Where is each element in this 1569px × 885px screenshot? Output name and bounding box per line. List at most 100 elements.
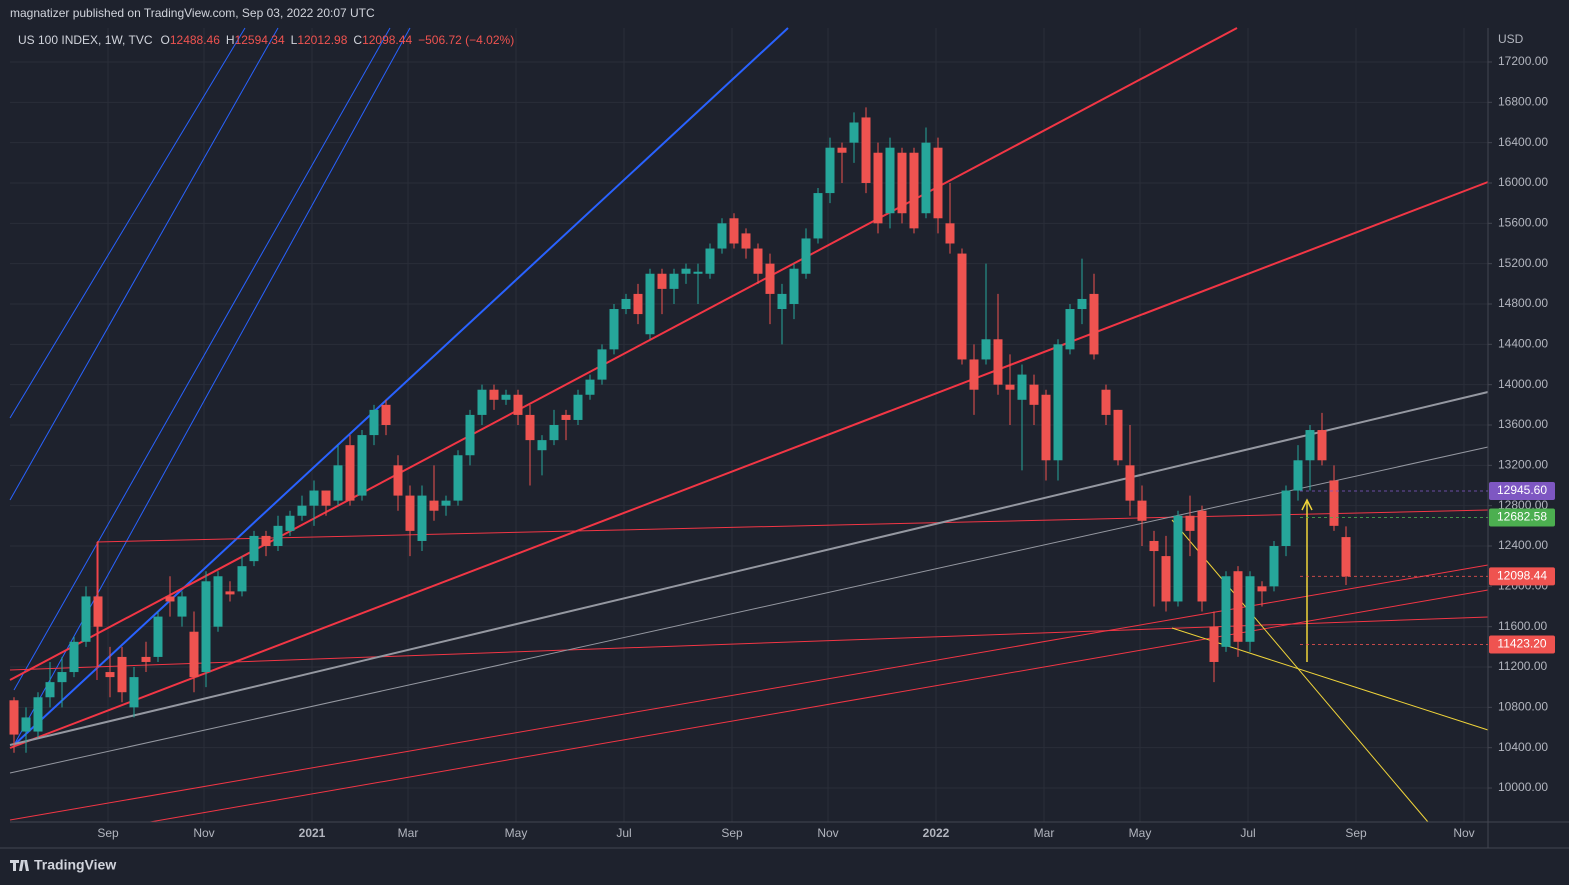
symbol-title: US 100 INDEX, 1W, TVC xyxy=(18,33,153,47)
candle-body xyxy=(669,273,679,289)
candle-body xyxy=(333,465,343,501)
candle-body xyxy=(9,700,19,735)
candle-body xyxy=(57,672,67,683)
candle-body xyxy=(1113,409,1123,461)
candle-body xyxy=(237,566,247,592)
candle-body xyxy=(165,596,175,602)
candle-body xyxy=(777,293,787,310)
candle-body xyxy=(381,404,391,425)
candle-body xyxy=(729,218,739,244)
candle-body xyxy=(705,248,715,274)
candle-body xyxy=(141,656,151,662)
candle-body xyxy=(501,394,511,400)
candle-body xyxy=(1077,298,1087,310)
candle-body xyxy=(369,409,379,436)
trend-line xyxy=(9,27,279,501)
y-tick-label: 15200.00 xyxy=(1498,256,1548,270)
candle-body xyxy=(1089,293,1099,355)
trend-line xyxy=(13,27,789,746)
y-tick-label: 12800.00 xyxy=(1498,498,1548,512)
y-tick-label: 15600.00 xyxy=(1498,215,1548,229)
candle-body xyxy=(621,298,631,310)
candle-body xyxy=(1185,515,1195,531)
candle-body xyxy=(1149,540,1159,552)
candle-body xyxy=(513,394,523,415)
candle-body xyxy=(309,490,319,506)
candle-body xyxy=(81,596,91,642)
candle-body xyxy=(177,596,187,617)
candle-body xyxy=(213,576,223,627)
candle-body xyxy=(633,293,643,315)
candle-body xyxy=(969,359,979,390)
ohlc-key: O xyxy=(161,33,170,47)
y-tick-label: 16800.00 xyxy=(1498,94,1548,108)
candle-body xyxy=(1053,344,1063,461)
price-axis xyxy=(1488,28,1569,822)
candle-body xyxy=(21,717,31,732)
candle-body xyxy=(1101,389,1111,415)
y-tick-label: 10400.00 xyxy=(1498,740,1548,754)
y-tick-label: 17200.00 xyxy=(1498,54,1548,68)
price-marker xyxy=(1489,567,1555,586)
price-marker-label: 12682.58 xyxy=(1497,510,1547,524)
candle-body xyxy=(897,152,907,214)
candle-body xyxy=(861,117,871,183)
change: −506.72 (−4.02%) xyxy=(418,33,514,47)
candle-body xyxy=(1017,374,1027,400)
trend-line xyxy=(149,589,1489,823)
symbol-legend: US 100 INDEX, 1W, TVC O12488.46 H12594.34 L… xyxy=(18,33,514,47)
candle-body xyxy=(429,500,439,511)
candle-body xyxy=(909,152,919,229)
candle-body xyxy=(1041,394,1051,461)
candle-body xyxy=(201,581,211,673)
x-tick-label: Mar xyxy=(398,826,419,840)
candle-body xyxy=(489,389,499,400)
candle-body xyxy=(465,414,475,456)
y-tick-label: 10000.00 xyxy=(1498,780,1548,794)
x-tick-label: May xyxy=(505,826,528,840)
candle-body xyxy=(405,495,415,531)
candle-body xyxy=(345,445,355,501)
candle-body xyxy=(885,147,895,214)
axes: 10000.00 10400.00 10800.00 11200.00 11600.00… xyxy=(97,54,1555,840)
arrow-head xyxy=(1301,498,1313,511)
candle-body xyxy=(1137,500,1147,521)
candle-body xyxy=(45,682,55,698)
candle-body xyxy=(1245,576,1255,642)
logo-icon xyxy=(10,860,29,871)
price-marker-label: 12945.60 xyxy=(1497,483,1547,497)
candle-body xyxy=(933,147,943,219)
ohlc-key: C xyxy=(353,33,362,47)
candle-body xyxy=(921,142,931,214)
candle-body xyxy=(525,414,535,441)
candle-body xyxy=(693,271,703,274)
trend-line xyxy=(13,27,391,691)
x-tick-label: Sep xyxy=(721,826,743,840)
candle-body xyxy=(1161,556,1171,602)
candle-body xyxy=(1329,480,1339,526)
candle-body xyxy=(225,591,235,595)
candle-body xyxy=(645,273,655,335)
candle-body xyxy=(417,495,427,541)
ohlc-value: 12098.44 xyxy=(362,33,412,47)
candle-body xyxy=(1293,460,1303,491)
candle-body xyxy=(1341,537,1351,577)
candle-body xyxy=(981,339,991,360)
candle-body xyxy=(1305,430,1315,461)
ohlc-key: H xyxy=(226,33,235,47)
ohlc-value: 12488.46 xyxy=(170,33,220,47)
candle-body xyxy=(549,425,559,441)
candle-body xyxy=(93,596,103,627)
y-tick-label: 13600.00 xyxy=(1498,417,1548,431)
price-marker xyxy=(1489,508,1555,527)
price-marker-label: 12098.44 xyxy=(1497,569,1547,583)
candle-body xyxy=(1233,571,1243,642)
y-tick-label: 11200.00 xyxy=(1498,659,1547,673)
footer-logo xyxy=(10,860,29,871)
candle-body xyxy=(69,641,79,673)
candle-body xyxy=(441,500,451,506)
candle-body xyxy=(813,193,823,239)
